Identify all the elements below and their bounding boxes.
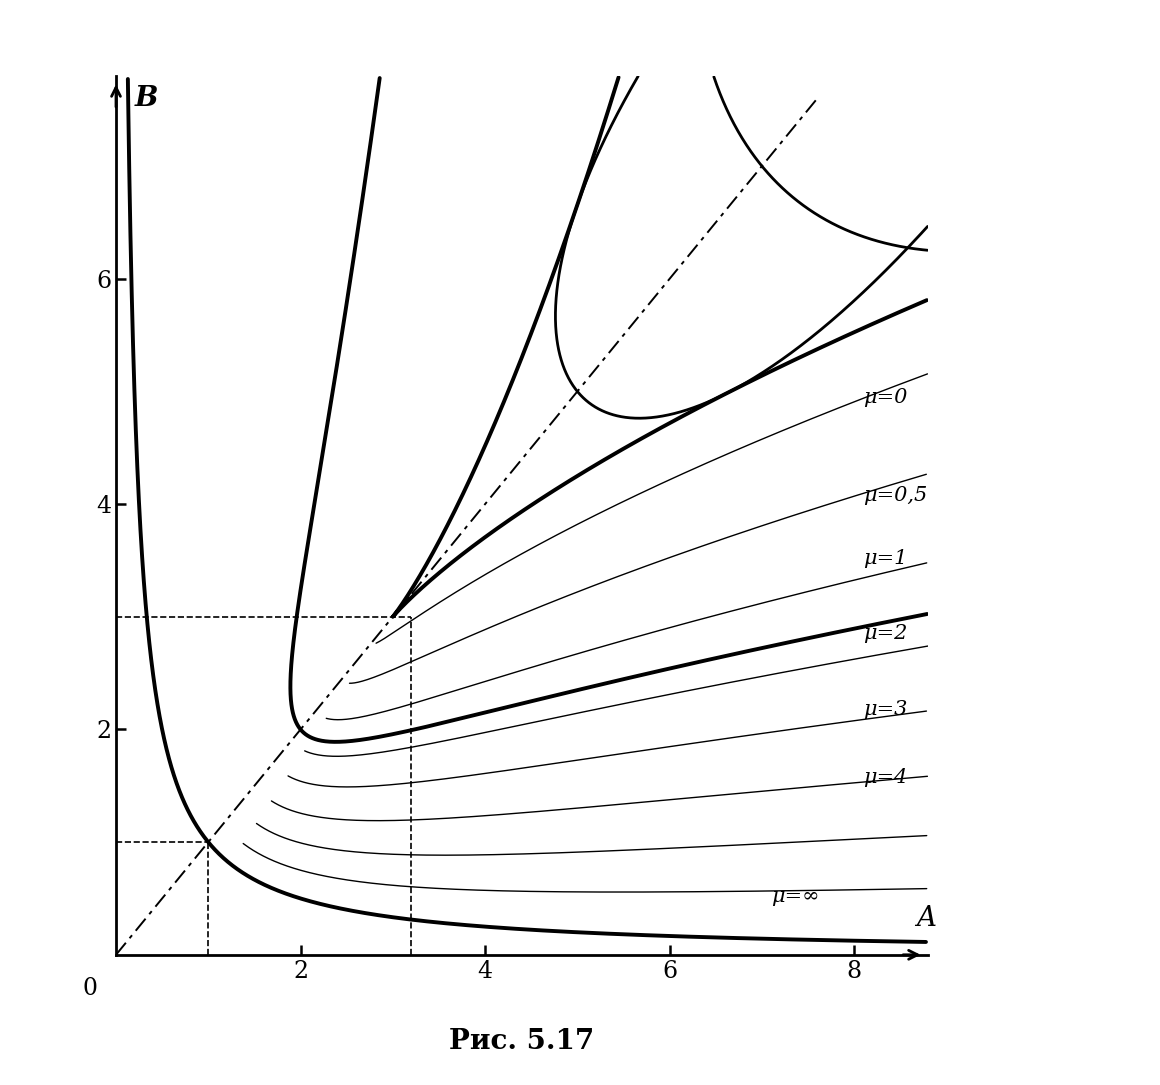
Text: μ=∞: μ=∞	[771, 886, 820, 906]
Text: Рис. 5.17: Рис. 5.17	[449, 1029, 595, 1055]
Text: 0: 0	[82, 978, 97, 1000]
Text: A: A	[916, 905, 936, 932]
Text: μ=0,5: μ=0,5	[863, 486, 928, 505]
Text: μ=3: μ=3	[863, 700, 908, 718]
Text: μ=0: μ=0	[863, 387, 908, 407]
Text: μ=4: μ=4	[863, 768, 908, 788]
Text: μ=1: μ=1	[863, 549, 908, 567]
Text: μ=2: μ=2	[863, 624, 908, 643]
Text: B: B	[135, 85, 158, 112]
